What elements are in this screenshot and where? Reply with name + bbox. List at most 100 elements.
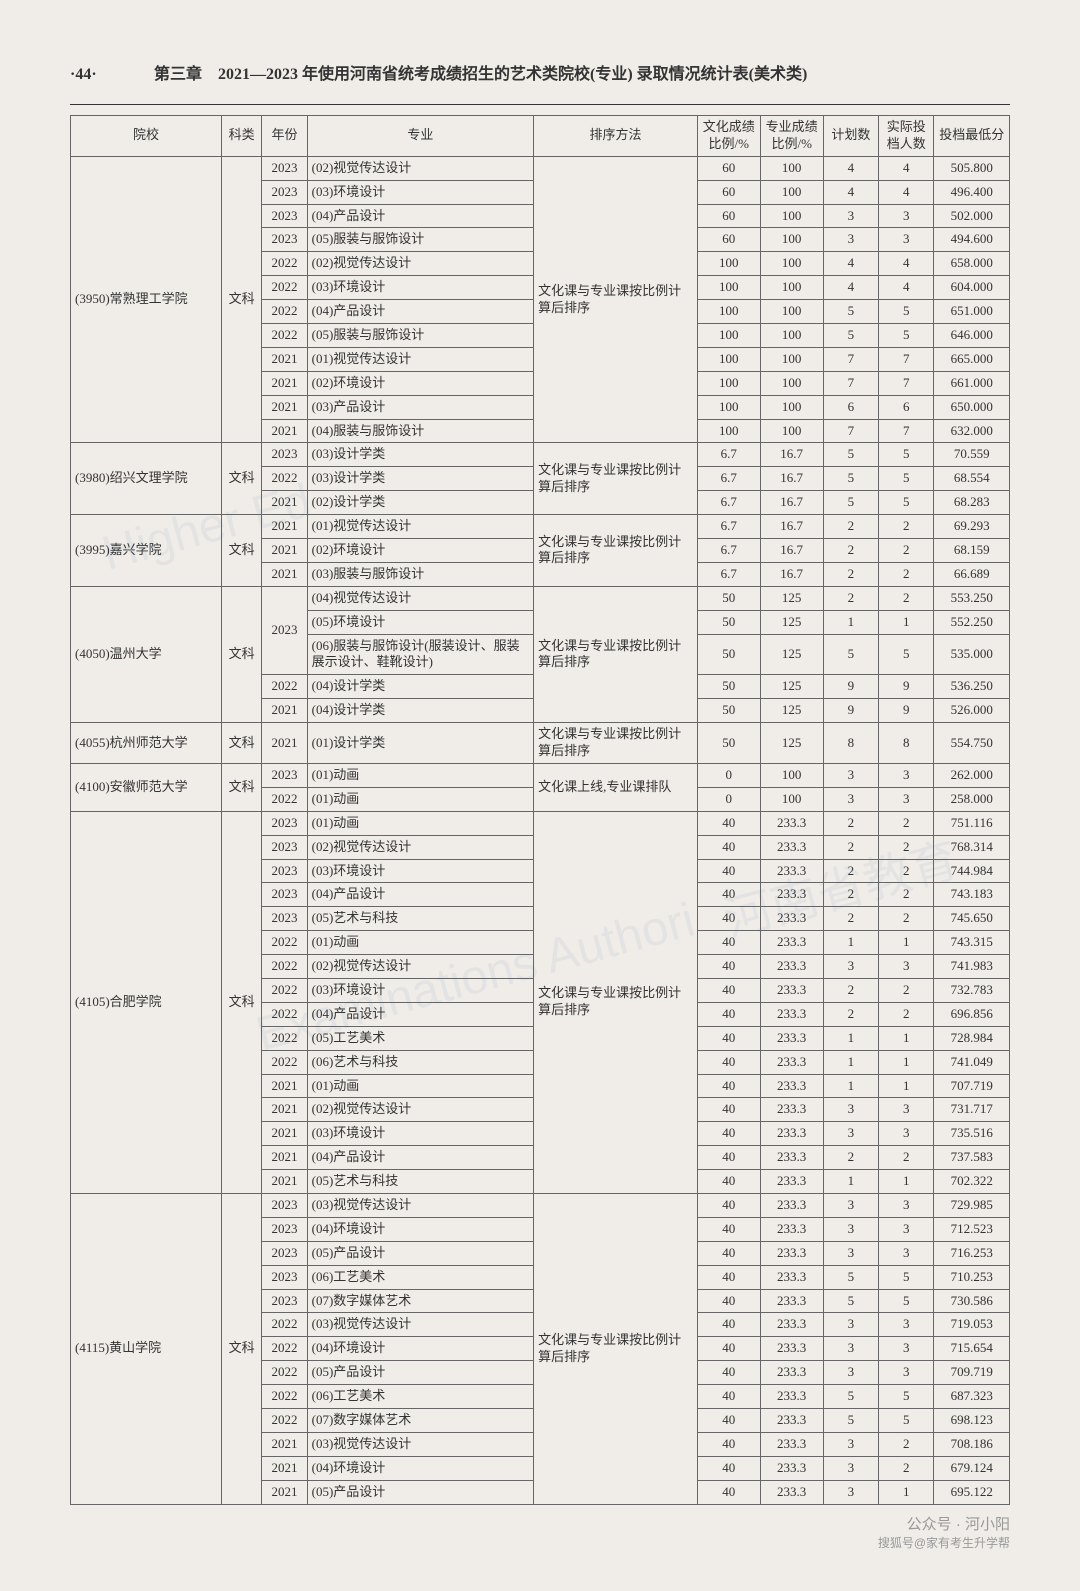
- data-cell: 70.559: [934, 443, 1010, 467]
- data-cell: 3: [879, 763, 934, 787]
- data-cell: 125: [760, 586, 823, 610]
- data-cell: 3: [879, 204, 934, 228]
- data-cell: 650.000: [934, 395, 1010, 419]
- footer-sub: 搜狐号@家有考生升学帮: [70, 1534, 1010, 1551]
- data-cell: 3: [879, 955, 934, 979]
- data-cell: 745.650: [934, 907, 1010, 931]
- data-cell: 0: [697, 763, 760, 787]
- year-cell: 2021: [262, 723, 307, 764]
- data-cell: 40: [697, 1122, 760, 1146]
- data-cell: 728.984: [934, 1026, 1010, 1050]
- data-cell: 233.3: [760, 1193, 823, 1217]
- subject-cell: 文科: [222, 811, 262, 1193]
- major-cell: (01)设计学类: [307, 723, 534, 764]
- data-cell: 5: [823, 491, 878, 515]
- subject-cell: 文科: [222, 1193, 262, 1504]
- data-cell: 16.7: [760, 562, 823, 586]
- data-cell: 658.000: [934, 252, 1010, 276]
- data-cell: 8: [823, 723, 878, 764]
- data-cell: 5: [823, 443, 878, 467]
- data-cell: 661.000: [934, 371, 1010, 395]
- subject-cell: 文科: [222, 156, 262, 443]
- year-cell: 2023: [262, 1241, 307, 1265]
- data-cell: 68.159: [934, 539, 1010, 563]
- data-cell: 737.583: [934, 1146, 1010, 1170]
- major-cell: (02)视觉传达设计: [307, 252, 534, 276]
- data-cell: 2: [823, 883, 878, 907]
- school-cell: (4055)杭州师范大学: [71, 723, 222, 764]
- page-header: ·44· 第三章 2021—2023 年使用河南省统考成绩招生的艺术类院校(专业…: [70, 50, 1010, 105]
- data-cell: 2: [879, 539, 934, 563]
- data-cell: 40: [697, 1217, 760, 1241]
- sort-cell: 文化课与专业课按比例计算后排序: [534, 586, 698, 722]
- data-cell: 2: [879, 1432, 934, 1456]
- subject-cell: 文科: [222, 515, 262, 587]
- data-cell: 233.3: [760, 1146, 823, 1170]
- data-cell: 731.717: [934, 1098, 1010, 1122]
- data-cell: 3: [823, 787, 878, 811]
- major-cell: (05)服装与服饰设计: [307, 324, 534, 348]
- year-cell: 2023: [262, 156, 307, 180]
- data-cell: 40: [697, 978, 760, 1002]
- data-cell: 1: [823, 1074, 878, 1098]
- table-row: (3980)绍兴文理学院文科2023(03)设计学类文化课与专业课按比例计算后排…: [71, 443, 1010, 467]
- data-cell: 604.000: [934, 276, 1010, 300]
- data-cell: 679.124: [934, 1456, 1010, 1480]
- data-cell: 4: [823, 156, 878, 180]
- year-cell: 2021: [262, 347, 307, 371]
- data-cell: 716.253: [934, 1241, 1010, 1265]
- year-cell: 2022: [262, 252, 307, 276]
- data-cell: 6.7: [697, 515, 760, 539]
- year-cell: 2023: [262, 1217, 307, 1241]
- year-cell: 2021: [262, 1098, 307, 1122]
- data-cell: 5: [823, 1408, 878, 1432]
- data-cell: 40: [697, 1361, 760, 1385]
- major-cell: (05)艺术与科技: [307, 907, 534, 931]
- data-cell: 496.400: [934, 180, 1010, 204]
- data-cell: 2: [879, 1146, 934, 1170]
- table-row: (4050)温州大学文科2023(04)视觉传达设计文化课与专业课按比例计算后排…: [71, 586, 1010, 610]
- year-cell: 2021: [262, 1074, 307, 1098]
- year-cell: 2022: [262, 1002, 307, 1026]
- data-cell: 40: [697, 1337, 760, 1361]
- data-cell: 3: [879, 1217, 934, 1241]
- major-cell: (03)视觉传达设计: [307, 1193, 534, 1217]
- col-wenhua: 文化成绩比例/%: [697, 116, 760, 157]
- data-cell: 5: [879, 634, 934, 675]
- school-cell: (4050)温州大学: [71, 586, 222, 722]
- data-cell: 632.000: [934, 419, 1010, 443]
- data-cell: 5: [823, 634, 878, 675]
- major-cell: (06)工艺美术: [307, 1385, 534, 1409]
- sort-cell: 文化课与专业课按比例计算后排序: [534, 1193, 698, 1504]
- data-cell: 233.3: [760, 883, 823, 907]
- data-cell: 100: [760, 300, 823, 324]
- data-cell: 5: [879, 1289, 934, 1313]
- data-cell: 3: [879, 1337, 934, 1361]
- data-cell: 5: [823, 300, 878, 324]
- data-cell: 3: [879, 1122, 934, 1146]
- school-cell: (3980)绍兴文理学院: [71, 443, 222, 515]
- major-cell: (01)动画: [307, 931, 534, 955]
- data-cell: 125: [760, 723, 823, 764]
- data-cell: 233.3: [760, 1432, 823, 1456]
- data-cell: 743.315: [934, 931, 1010, 955]
- data-cell: 233.3: [760, 955, 823, 979]
- major-cell: (05)产品设计: [307, 1361, 534, 1385]
- data-cell: 40: [697, 1146, 760, 1170]
- data-cell: 1: [879, 1074, 934, 1098]
- year-cell: 2021: [262, 539, 307, 563]
- data-cell: 100: [697, 419, 760, 443]
- data-cell: 4: [823, 180, 878, 204]
- sort-cell: 文化课与专业课按比例计算后排序: [534, 515, 698, 587]
- subject-cell: 文科: [222, 723, 262, 764]
- data-cell: 233.3: [760, 1480, 823, 1504]
- data-cell: 2: [879, 811, 934, 835]
- data-cell: 100: [760, 180, 823, 204]
- major-cell: (03)环境设计: [307, 978, 534, 1002]
- year-cell: 2021: [262, 1432, 307, 1456]
- year-cell: 2023: [262, 763, 307, 787]
- major-cell: (01)动画: [307, 787, 534, 811]
- sort-cell: 文化课与专业课按比例计算后排序: [534, 811, 698, 1193]
- data-cell: 68.283: [934, 491, 1010, 515]
- data-cell: 5: [879, 443, 934, 467]
